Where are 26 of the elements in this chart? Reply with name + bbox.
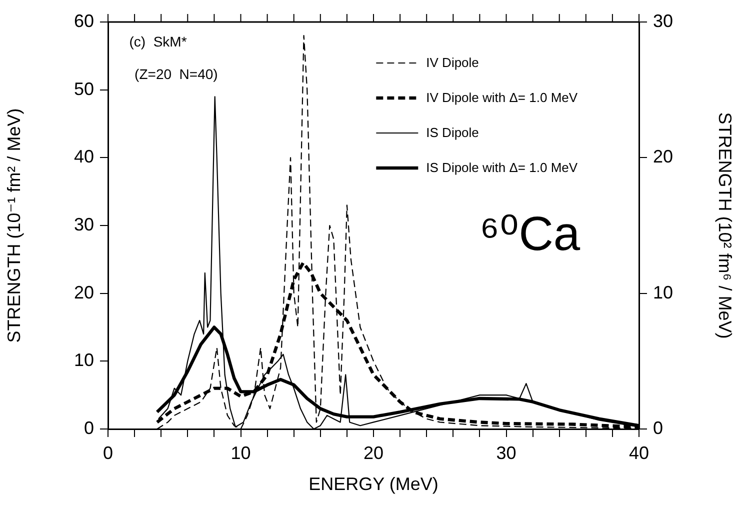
x-tick-label: 0 bbox=[102, 442, 114, 463]
annotation: (c) SkM* bbox=[129, 33, 188, 50]
x-tick-label: 10 bbox=[230, 442, 251, 463]
x-tick-label: 30 bbox=[496, 442, 516, 463]
y2-tick-label: 10 bbox=[653, 282, 674, 302]
y-tick-label: 30 bbox=[74, 214, 94, 234]
y-tick-label: 0 bbox=[84, 418, 94, 438]
y-tick-label: 10 bbox=[74, 350, 94, 370]
y2-axis-title: STRENGTH (10² fm⁶ / MeV) bbox=[715, 112, 736, 339]
annotation: (Z=20 N=40) bbox=[134, 66, 218, 82]
y2-tick-label: 0 bbox=[653, 418, 664, 438]
legend-label: IV Dipole bbox=[426, 55, 479, 70]
annotation: ⁶⁰Ca bbox=[480, 208, 580, 261]
y-tick-label: 60 bbox=[74, 10, 94, 31]
y2-tick-label: 30 bbox=[653, 10, 674, 31]
y-tick-label: 50 bbox=[74, 78, 94, 99]
y-tick-label: 40 bbox=[74, 146, 94, 167]
x-tick-label: 20 bbox=[363, 442, 384, 463]
y-axis-title: STRENGTH (10⁻¹ fm² / MeV) bbox=[4, 108, 24, 343]
legend-label: IS Dipole bbox=[426, 125, 479, 140]
x-tick-label: 40 bbox=[628, 442, 650, 463]
legend-label: IV Dipole with Δ= 1.0 MeV bbox=[426, 90, 578, 105]
x-axis-title: ENERGY (MeV) bbox=[308, 474, 438, 494]
y-tick-label: 20 bbox=[74, 282, 94, 302]
legend-label: IS Dipole with Δ= 1.0 MeV bbox=[426, 160, 578, 175]
y2-tick-label: 20 bbox=[653, 146, 674, 167]
